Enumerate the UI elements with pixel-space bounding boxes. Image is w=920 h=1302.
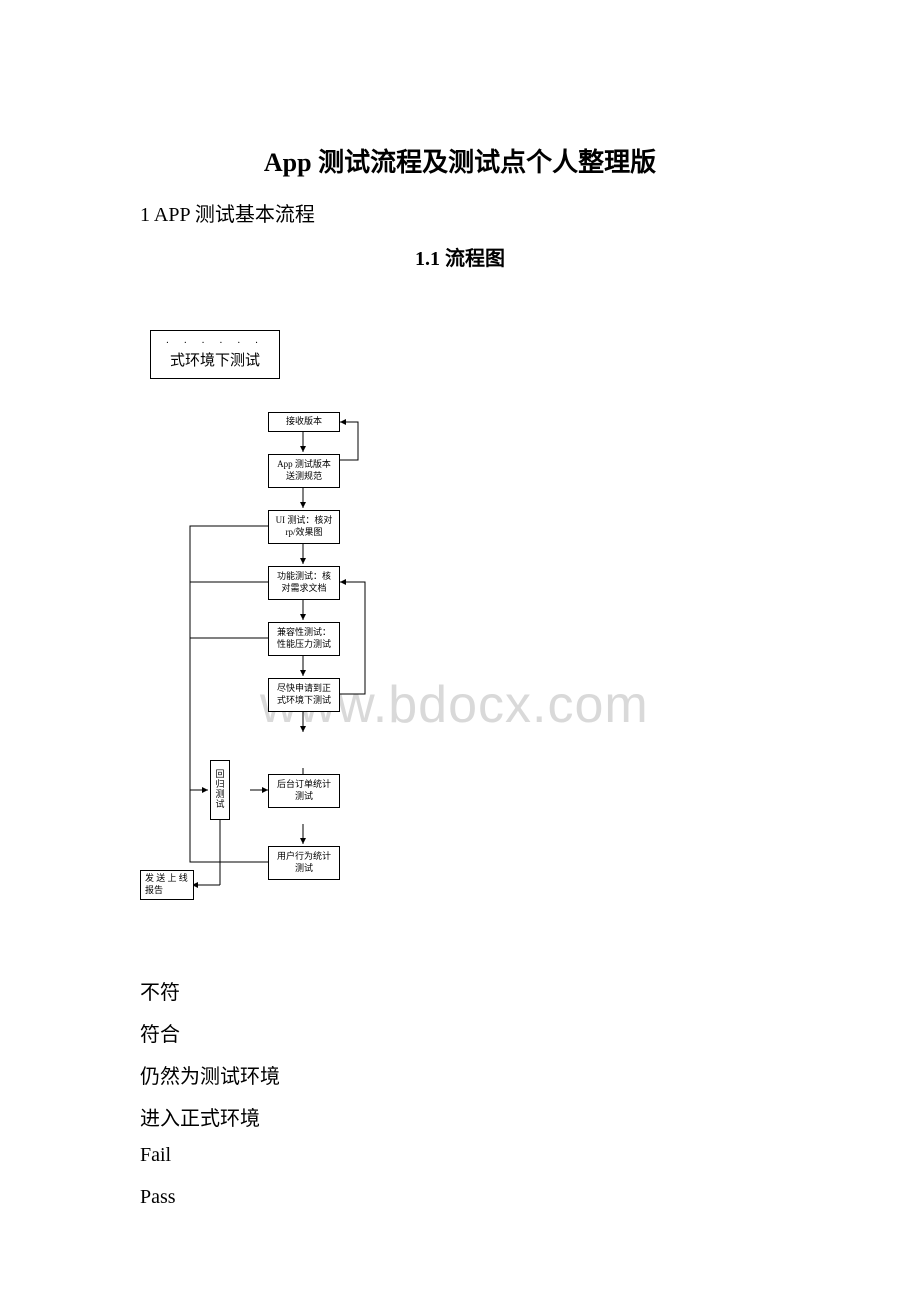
body-line-1: 不符	[140, 976, 180, 1005]
flowchart-diagram: · · · · · · 式环境下测试 接收版本	[140, 330, 400, 950]
body-line-3: 仍然为测试环境	[140, 1060, 280, 1089]
node-top-box: · · · · · · 式环境下测试	[150, 330, 280, 379]
node-receive-version: 接收版本	[268, 412, 340, 432]
page-title: App 测试流程及测试点个人整理版	[0, 142, 920, 179]
node-spec: App 测试版本 送测规范	[268, 454, 340, 488]
node-behavior-stats: 用户行为统计 测试	[268, 846, 340, 880]
body-line-5: Fail	[140, 1144, 171, 1167]
node-top-text: 式环境下测试	[159, 351, 271, 372]
body-line-2: 符合	[140, 1018, 180, 1047]
node-order-stats: 后台订单统计 测试	[268, 774, 340, 808]
section-heading-1-1: 1.1 流程图	[0, 242, 920, 271]
node-apply-prod: 尽快申请到正 式环境下测试	[268, 678, 340, 712]
node-regression: 回 归 测 试	[210, 760, 230, 820]
node-compat-test: 兼容性测试： 性能压力测试	[268, 622, 340, 656]
node-top-dots: · · · · · ·	[159, 337, 271, 351]
body-line-6: Pass	[140, 1186, 176, 1209]
node-ui-test: UI 测试：核对 rp/效果图	[268, 510, 340, 544]
body-line-4: 进入正式环境	[140, 1102, 260, 1131]
node-func-test: 功能测试：核 对需求文档	[268, 566, 340, 600]
section-heading-1: 1 APP 测试基本流程	[140, 198, 315, 227]
node-send-report: 发 送 上 线 报告	[140, 870, 194, 900]
